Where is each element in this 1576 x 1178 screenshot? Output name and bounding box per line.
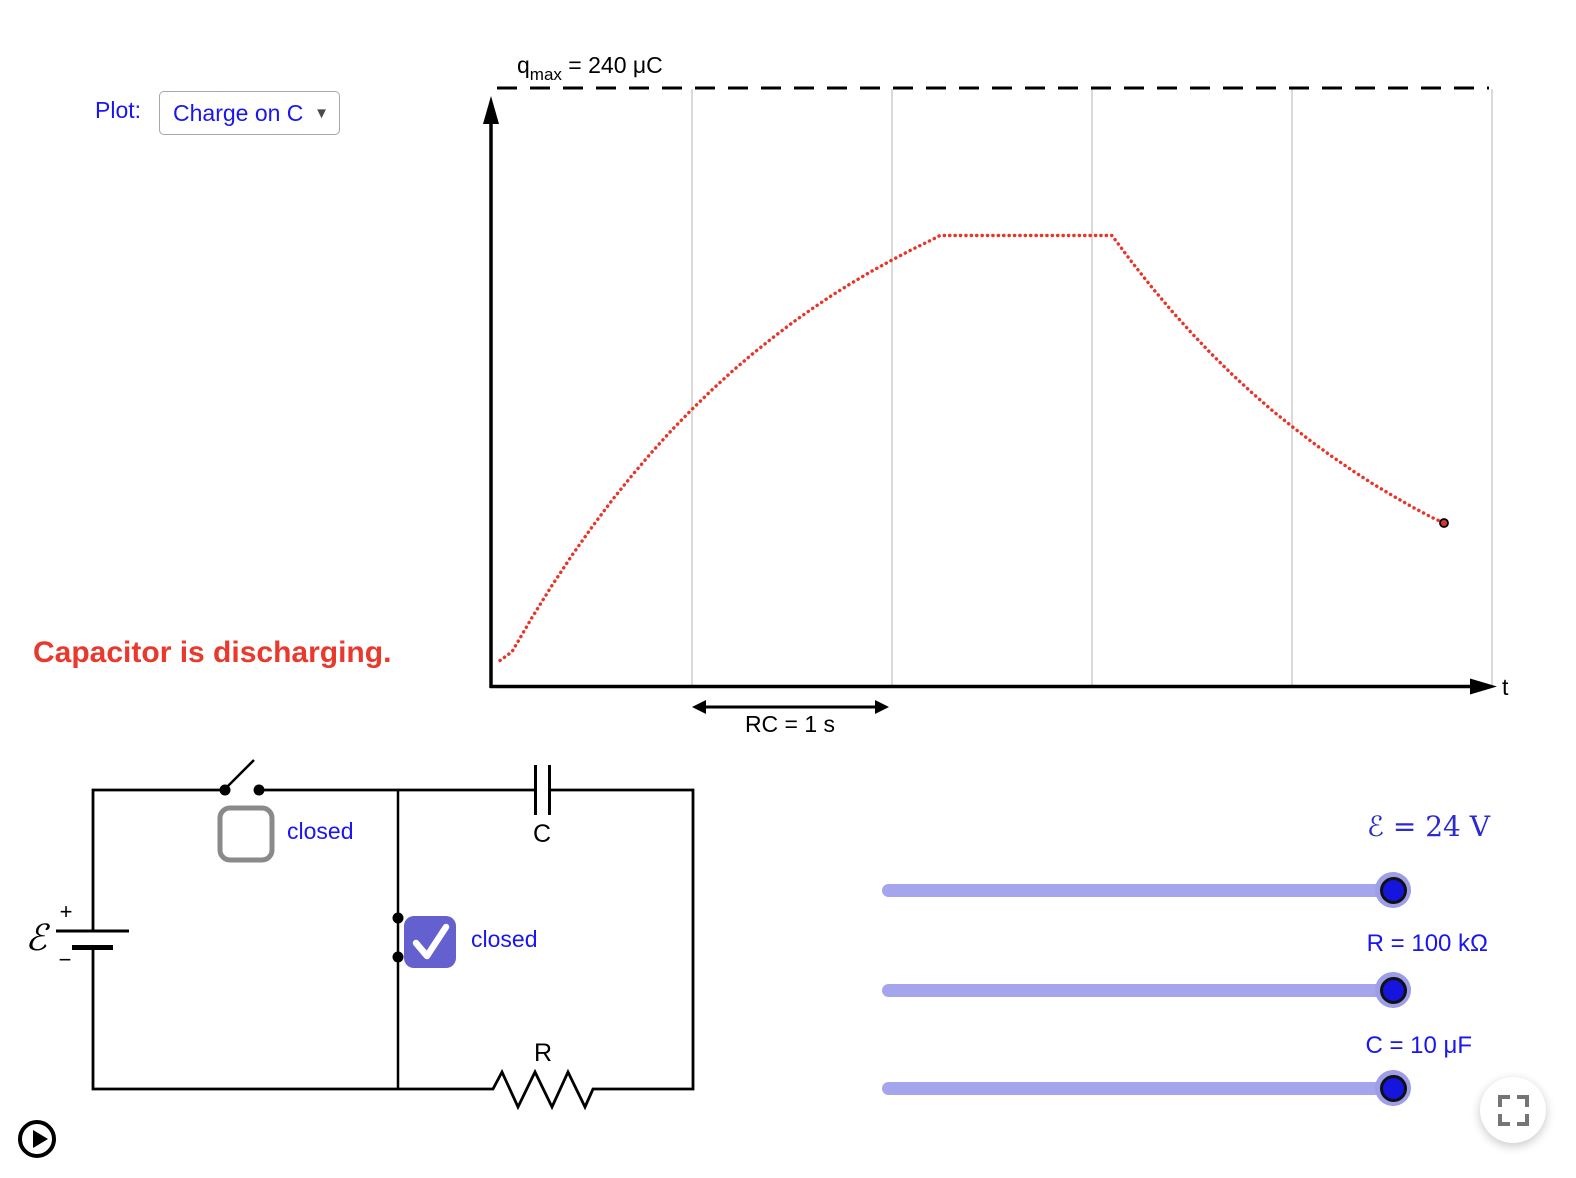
shunt-switch-checkbox[interactable]: [404, 916, 456, 968]
shunt-switch-label: closed: [471, 926, 537, 952]
fullscreen-corner-tr: [1516, 1094, 1529, 1107]
rc-scale-label: RC = 1 s: [745, 711, 835, 737]
switch-contact-right: [253, 784, 265, 796]
emf-symbol: ℰ: [25, 918, 50, 959]
qmax-label: qmax = 240 μC: [517, 52, 663, 84]
circuit-diagram: + − ℰ closed C closed R: [25, 759, 695, 1111]
plot-label: Plot:: [95, 97, 142, 123]
slider-track-resistance[interactable]: [882, 972, 1411, 1008]
slider-thumb-emf: [1379, 876, 1407, 904]
play-button[interactable]: [18, 1120, 56, 1158]
t-axis-label: t: [1502, 674, 1509, 700]
plot-dropdown-value: Charge on C: [173, 99, 304, 126]
fullscreen-corner-br: [1516, 1113, 1529, 1126]
slider-handle-capacitance[interactable]: [1375, 1070, 1411, 1106]
y-axis-arrowhead: [483, 96, 499, 124]
slider-thumb-capacitance: [1379, 1074, 1407, 1102]
slider-handle-resistance[interactable]: [1375, 972, 1411, 1008]
battery-switch-checkbox[interactable]: [217, 805, 275, 863]
slider-label-resistance: R = 100 kΩ: [1366, 930, 1488, 957]
shunt-contact-top: [392, 912, 404, 924]
fullscreen-button[interactable]: [1480, 1077, 1546, 1143]
rc-arrowhead-left: [692, 700, 706, 714]
rc-arrowhead-right: [875, 700, 889, 714]
slider-label-capacitance: C = 10 μF: [1365, 1032, 1472, 1059]
wire-top-left: [91, 788, 225, 931]
slider-track-emf[interactable]: [882, 872, 1411, 908]
capacitor-label: C: [533, 820, 551, 848]
chevron-down-icon: ▼: [314, 104, 329, 122]
battery-plus-label: +: [60, 899, 73, 924]
battery-switch-label: closed: [287, 818, 353, 844]
slider-track-capacitance[interactable]: [882, 1070, 1411, 1106]
battery-minus-label: −: [59, 947, 72, 972]
fullscreen-corner-bl: [1497, 1113, 1510, 1126]
fullscreen-corner-tl: [1497, 1094, 1510, 1107]
switch-contact-left: [219, 784, 231, 796]
play-icon: [33, 1130, 48, 1148]
plot-dropdown[interactable]: Charge on C ▼: [159, 91, 340, 135]
shunt-contact-bottom: [392, 951, 404, 963]
charge-curve: [498, 233, 1446, 663]
checkmark-icon: [412, 923, 450, 960]
chart: qmax = 240 μC t RC = 1 s: [483, 52, 1509, 737]
status-text: Capacitor is discharging.: [33, 636, 392, 669]
fullscreen-icon: [1497, 1094, 1529, 1126]
switch-blade: [224, 759, 255, 790]
slider-thumb-resistance: [1379, 976, 1407, 1004]
slider-label-emf: ℰ = 24 V: [1367, 810, 1490, 843]
resistor-label: R: [534, 1039, 552, 1067]
wire-bottom-right: [91, 788, 695, 1111]
chart-gridlines: [691, 89, 1493, 685]
x-axis-arrowhead: [1470, 678, 1497, 695]
slider-handle-emf[interactable]: [1375, 872, 1411, 908]
curve-end-marker: [1439, 518, 1449, 528]
